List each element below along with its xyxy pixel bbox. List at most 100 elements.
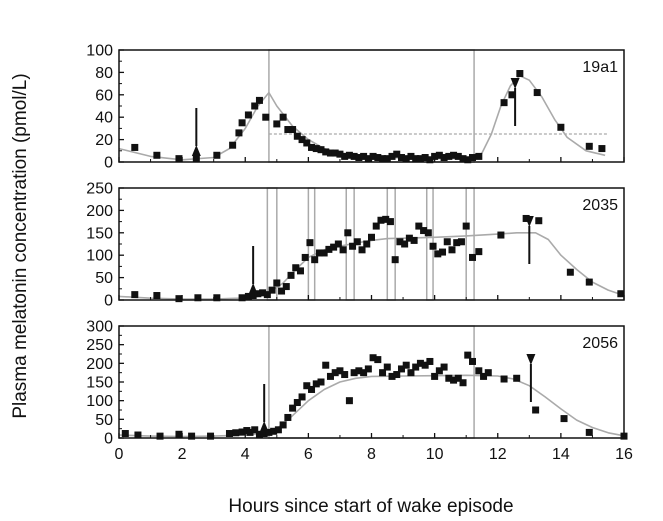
data-point-27 <box>341 152 349 160</box>
light-pulse-6 <box>465 187 475 301</box>
arrow-head <box>259 421 269 432</box>
data-point-48 <box>421 361 429 369</box>
data-point-58 <box>535 217 543 225</box>
data-point-18 <box>296 267 304 275</box>
data-point-42 <box>412 155 420 163</box>
data-point-50 <box>450 151 458 159</box>
x-tick-label: 0 <box>115 446 124 463</box>
panel-label: 2035 <box>582 197 618 214</box>
data-point-60 <box>557 123 565 131</box>
data-point-15 <box>284 126 292 134</box>
data-point-56 <box>500 99 508 107</box>
data-point-32 <box>363 240 371 248</box>
data-point-25 <box>330 243 338 251</box>
data-point-59 <box>475 367 483 375</box>
y-tick-label: 250 <box>86 337 113 354</box>
data-point-28 <box>344 229 352 237</box>
data-point-52 <box>440 363 448 371</box>
data-point-19 <box>284 413 292 421</box>
data-point-38 <box>374 356 382 364</box>
data-point-44 <box>421 154 429 162</box>
data-point-15 <box>282 283 290 291</box>
data-point-48 <box>439 248 447 256</box>
data-point-12 <box>268 286 276 294</box>
data-point-26 <box>334 240 342 248</box>
data-point-65 <box>560 415 568 423</box>
data-point-4 <box>192 155 200 163</box>
data-point-11 <box>246 428 254 436</box>
data-point-31 <box>358 246 366 254</box>
data-point-20 <box>289 404 297 412</box>
panel-frame <box>118 49 625 163</box>
data-point-19 <box>301 253 309 261</box>
x-tick-label: 14 <box>552 446 570 463</box>
data-point-31 <box>341 371 349 379</box>
y-tick-label: 150 <box>86 225 113 242</box>
data-point-53 <box>445 374 453 382</box>
data-point-28 <box>326 372 334 380</box>
data-point-27 <box>339 246 347 254</box>
data-point-25 <box>331 149 339 157</box>
y-tick-label: 40 <box>95 110 113 127</box>
light-pulse-4 <box>386 187 396 301</box>
y-tick-label: 80 <box>95 65 113 82</box>
y-tick-label: 60 <box>95 87 113 104</box>
x-tick-label: 12 <box>489 446 507 463</box>
data-point-46 <box>412 363 420 371</box>
arrow-down-1 <box>191 108 201 156</box>
data-point-51 <box>453 239 461 247</box>
data-point-61 <box>617 290 625 298</box>
data-point-42 <box>393 371 401 379</box>
data-point-39 <box>396 238 404 246</box>
data-point-15 <box>265 428 273 436</box>
panel-frame <box>118 325 625 439</box>
x-tick-label: 8 <box>367 446 376 463</box>
data-point-43 <box>397 365 405 373</box>
data-point-39 <box>379 369 387 377</box>
data-point-66 <box>585 428 593 436</box>
data-point-22 <box>317 146 325 154</box>
data-point-13 <box>273 279 281 287</box>
x-tick-label: 16 <box>615 446 633 463</box>
data-point-17 <box>292 264 300 272</box>
data-point-27 <box>322 361 330 369</box>
data-point-9 <box>254 290 262 298</box>
data-point-41 <box>405 234 413 242</box>
data-point-37 <box>386 218 394 226</box>
y-tick-label: 150 <box>86 375 113 392</box>
data-point-31 <box>360 152 368 160</box>
data-point-8 <box>238 119 246 127</box>
panel-frame <box>118 187 625 301</box>
data-point-54 <box>450 376 458 384</box>
data-point-48 <box>440 154 448 162</box>
x-axis-title: Hours since start of wake episode <box>228 496 513 517</box>
data-point-28 <box>345 151 353 159</box>
x-tick-label: 4 <box>241 446 250 463</box>
y-axis-title: Plasma melatonin concentration (pmol/L) <box>10 73 31 418</box>
arrow-up-2 <box>524 216 534 264</box>
data-point-8 <box>232 429 240 437</box>
y-tick-label: 0 <box>104 431 113 448</box>
data-point-35 <box>360 369 368 377</box>
data-point-44 <box>402 361 410 369</box>
y-tick-label: 0 <box>104 155 113 172</box>
data-point-26 <box>317 378 325 386</box>
data-point-36 <box>383 155 391 163</box>
data-point-21 <box>311 256 319 264</box>
x-tick-label: 10 <box>426 446 444 463</box>
data-point-8 <box>249 292 257 300</box>
data-point-7 <box>244 292 252 300</box>
data-point-23 <box>303 382 311 390</box>
y-tick-label: 100 <box>86 248 113 265</box>
data-point-51 <box>435 367 443 375</box>
data-point-59 <box>533 89 541 97</box>
data-point-4 <box>194 294 202 302</box>
data-point-20 <box>308 143 316 151</box>
data-point-47 <box>435 151 443 159</box>
data-point-22 <box>298 393 306 401</box>
data-point-33 <box>350 369 358 377</box>
data-point-14 <box>278 287 286 295</box>
data-point-1 <box>131 143 139 151</box>
data-point-35 <box>377 216 385 224</box>
light-pulse-1 <box>268 49 475 163</box>
